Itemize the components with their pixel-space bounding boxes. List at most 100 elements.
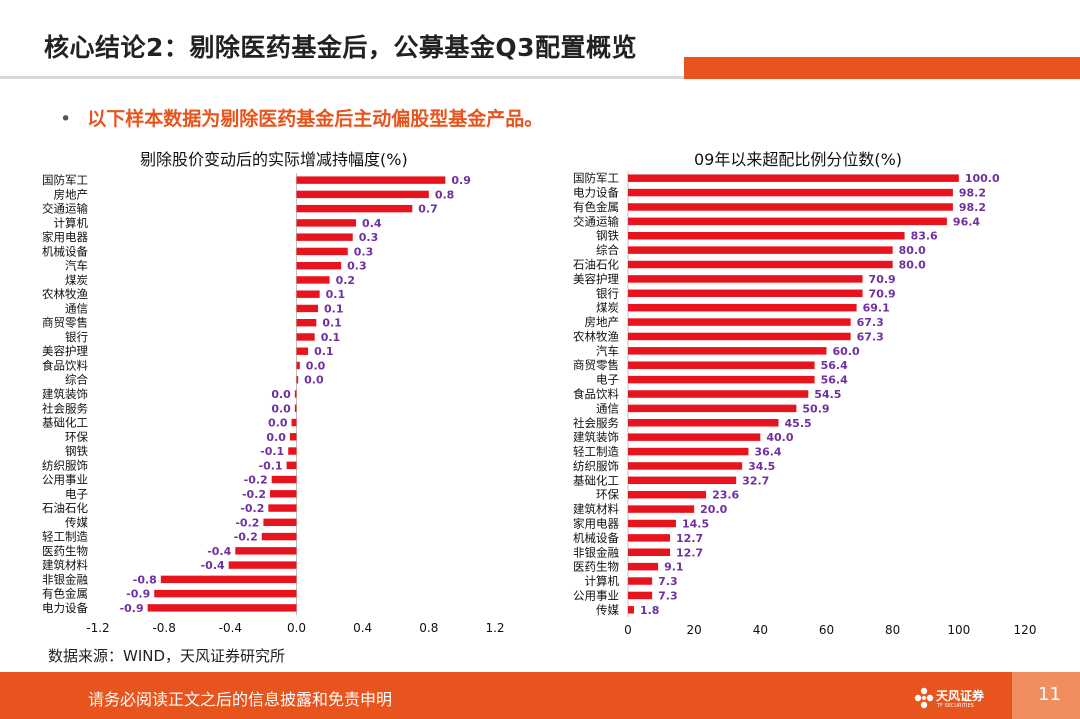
chart2-bar [628, 519, 676, 528]
chart1-bar [160, 575, 297, 584]
chart2-bar [628, 289, 863, 298]
chart2-data-label: 80.0 [899, 244, 926, 257]
chart1-bar [296, 333, 315, 341]
chart1-data-label: 0.1 [326, 288, 346, 301]
chart2-tick-label: 0 [624, 623, 632, 637]
chart1-tick-label: -0.4 [219, 621, 242, 635]
chart2-bar [628, 591, 653, 600]
chart1-bar [296, 319, 317, 327]
page-title: 核心结论2：剔除医药基金后，公募基金Q3配置概览 [44, 33, 638, 62]
chart1-bar [268, 504, 297, 512]
chart2-data-label: 98.2 [959, 201, 986, 214]
chart2-bar [628, 246, 893, 254]
chart1-bar [296, 276, 330, 284]
chart2-tick-label: 120 [1014, 623, 1037, 637]
chart1-data-label: -0.4 [207, 545, 231, 558]
chart2-bar [628, 462, 743, 470]
chart2-data-label: 60.0 [833, 345, 860, 358]
chart1-tick-label: 1.2 [485, 621, 504, 635]
chart1-data-label: -0.2 [242, 488, 266, 501]
footer-bar [0, 672, 1080, 719]
chart1-category-label: 通信 [65, 301, 88, 315]
chart2-category-label: 银行 [596, 286, 619, 300]
chart2-category-label: 食品饮料 [573, 387, 619, 401]
chart2-category-label: 环保 [596, 488, 619, 502]
chart1-category-label: 商贸零售 [42, 316, 88, 330]
chart1-category-label: 建筑材料 [42, 558, 88, 572]
chart2-bar [628, 232, 905, 240]
chart2-bar [628, 490, 707, 499]
chart2-bar [628, 203, 953, 211]
page-number-box [1012, 672, 1080, 719]
chart1-data-label: 0.9 [451, 174, 471, 187]
chart2-data-label: 9.1 [664, 561, 684, 574]
chart1-bar [296, 176, 446, 184]
chart1-bar [291, 418, 297, 427]
chart2-data-label: 69.1 [863, 302, 890, 315]
chart1-bar [288, 447, 297, 455]
chart2-data-label: 32.7 [742, 474, 769, 487]
chart2-data-label: 54.5 [814, 388, 841, 401]
chart2-data-label: 40.0 [766, 431, 793, 444]
chart1-bar [294, 390, 297, 398]
tf-logo-icon [914, 687, 934, 709]
chart2-bar [628, 606, 634, 614]
chart2-bar [628, 375, 815, 384]
chart2-data-label: 23.6 [712, 489, 739, 502]
chart2-category-label: 通信 [596, 401, 619, 415]
chart1-data-label: 0.0 [271, 402, 291, 415]
chart1-data-label: -0.8 [133, 573, 157, 586]
chart1-bar [296, 290, 320, 298]
chart1-data-label: 0.0 [268, 417, 288, 430]
chart2-category-label: 煤炭 [596, 301, 619, 315]
chart2-bar [628, 188, 953, 197]
chart1-category-label: 医药生物 [42, 544, 88, 558]
chart1-category-label: 建筑装饰 [42, 387, 88, 401]
chart1-category-label: 石油石化 [42, 501, 88, 515]
chart1-tick-label: -0.8 [152, 621, 175, 635]
bullet-dot: • [60, 108, 72, 130]
chart1-category-label: 国防军工 [42, 173, 88, 187]
chart2-data-label: 56.4 [821, 359, 848, 372]
chart1-bar [263, 518, 297, 527]
chart1-bar [296, 204, 413, 213]
chart2-category-label: 建筑装饰 [573, 430, 619, 444]
chart1-category-label: 机械设备 [42, 244, 88, 258]
chart2-bar [628, 505, 695, 513]
chart2-bar [628, 548, 671, 556]
chart1-bar [296, 261, 342, 270]
chart2-bar [628, 476, 737, 485]
chart2-bar [628, 447, 749, 456]
chart1-data-label: 0.1 [324, 302, 344, 315]
chart2-data-label: 100.0 [965, 172, 1000, 185]
chart1-bar [296, 247, 348, 256]
chart2-data-label: 14.5 [682, 517, 709, 530]
chart1-data-label: -0.9 [120, 602, 144, 615]
chart1-category-label: 美容护理 [42, 344, 88, 358]
chart1-category-label: 煤炭 [65, 273, 88, 287]
chart1-data-label: 0.8 [435, 188, 455, 201]
chart2-data-label: 70.9 [869, 273, 896, 286]
chart1-category-label: 环保 [65, 430, 88, 444]
chart1-category-label: 钢铁 [65, 444, 88, 458]
chart1-bar [154, 589, 297, 598]
chart2-tick-label: 100 [947, 623, 970, 637]
chart2-category-label: 计算机 [585, 574, 620, 588]
chart1-bar [286, 461, 297, 469]
chart2-category-label: 房地产 [585, 315, 620, 329]
chart2-category-label: 机械设备 [573, 531, 619, 545]
chart2-category-label: 汽车 [596, 344, 619, 358]
chart2-data-label: 80.0 [899, 259, 926, 272]
bullet-text: 以下样本数据为剔除医药基金后主动偏股型基金产品。 [87, 108, 544, 130]
chart1-bar [289, 433, 297, 441]
chart1-data-label: 0.1 [321, 331, 341, 344]
chart2-data-label: 50.9 [802, 402, 829, 415]
chart2-tick-label: 40 [753, 623, 768, 637]
chart2-category-label: 医药生物 [573, 560, 619, 574]
chart1-category-label: 纺织服饰 [42, 458, 88, 472]
chart2-bar [628, 390, 809, 398]
chart1-bar [147, 604, 297, 612]
chart1-data-label: -0.4 [201, 559, 225, 572]
chart1-bar [261, 532, 297, 541]
